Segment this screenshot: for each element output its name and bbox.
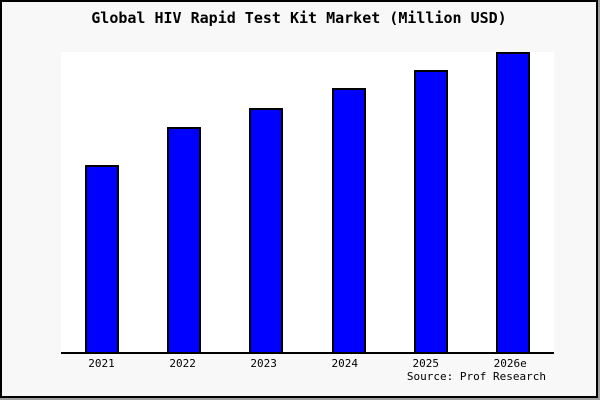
bar-2022 [167, 127, 202, 352]
x-axis-tick-labels: 2021 2022 2023 2024 2025 2026e [61, 357, 554, 370]
bar-2023 [249, 107, 284, 352]
bar-2026e [495, 52, 530, 352]
bar-2024 [331, 88, 366, 352]
x-tick-label-2024: 2024 [331, 357, 358, 370]
bars [61, 52, 554, 352]
plot-area [61, 52, 554, 354]
x-tick-label-2021: 2021 [88, 357, 115, 370]
x-tick-label-2025: 2025 [412, 357, 440, 370]
x-tick-label-2026e: 2026e [493, 357, 527, 370]
x-tick-label-2022: 2022 [169, 357, 196, 370]
bar-2021 [85, 164, 120, 352]
x-tick-label-2023: 2023 [250, 357, 277, 370]
source-caption: Source: Prof Research [406, 370, 546, 383]
chart-title: Global HIV Rapid Test Kit Market (Millio… [91, 9, 507, 27]
bar-2025 [413, 70, 448, 352]
